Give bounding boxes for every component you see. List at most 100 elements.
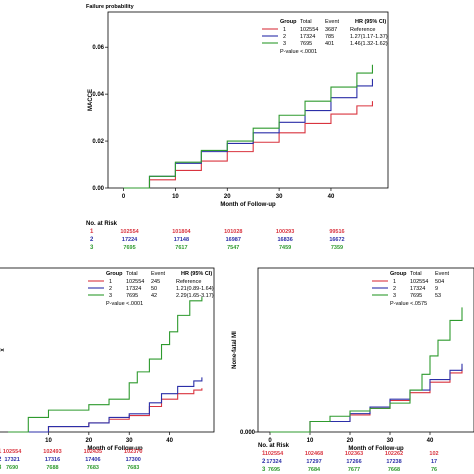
at-risk-count: 7695 xyxy=(268,467,280,473)
legend-cell: 1 xyxy=(109,279,112,285)
p-value-label: P-value <.0001 xyxy=(280,49,317,55)
at-risk-count: 17316 xyxy=(45,457,60,463)
y-axis-label: x xyxy=(0,348,6,352)
at-risk-count: 102370 xyxy=(124,449,142,455)
x-axis-label: Month of Follow-up xyxy=(87,446,143,452)
y-tick-label: 0.02 xyxy=(92,139,104,145)
y-tick-label: 0.06 xyxy=(92,45,104,51)
at-risk-title: No. at Risk xyxy=(86,221,118,227)
legend-header: Group xyxy=(390,271,407,277)
legend-cell: 2 xyxy=(283,34,286,40)
legend-cell: 785 xyxy=(325,34,334,40)
y-tick-label: 0.00 xyxy=(92,186,104,192)
legend-header: HR (95% CI) xyxy=(181,271,212,277)
legend-header: Group xyxy=(280,19,297,25)
legend-cell: Reference xyxy=(176,279,201,285)
x-tick-label: 10 xyxy=(45,438,52,444)
at-risk-count: 7683 xyxy=(127,465,139,471)
legend-cell: 3 xyxy=(109,293,112,299)
series-line-group-1 xyxy=(270,367,463,433)
at-risk-count: 101028 xyxy=(224,229,242,235)
x-tick-label: 10 xyxy=(307,438,314,444)
p-value-label: P-value <.0575 xyxy=(390,301,427,307)
legend-cell: 42 xyxy=(151,293,157,299)
legend-cell: 17324 xyxy=(300,34,315,40)
plot-frame xyxy=(0,267,215,433)
plot-frame xyxy=(107,11,389,189)
x-tick-label: 0 xyxy=(268,438,272,444)
at-risk-count: 17324 xyxy=(266,459,282,465)
at-risk-count: 7668 xyxy=(388,467,400,473)
at-risk-count: 102554 xyxy=(3,449,22,455)
at-risk-count: 76 xyxy=(431,467,437,473)
at-risk-count: 17300 xyxy=(126,457,141,463)
legend-cell: 9 xyxy=(435,286,438,292)
legend-cell: 102554 xyxy=(410,279,428,285)
x-tick-label: 40 xyxy=(427,438,434,444)
y-tick-label: 0.04 xyxy=(92,92,104,98)
x-tick-label: 30 xyxy=(126,438,133,444)
series-line-group-1 xyxy=(8,388,203,433)
legend-cell: 3 xyxy=(393,293,396,299)
legend-cell: 50 xyxy=(151,286,157,292)
at-risk-count: 17224 xyxy=(122,237,138,243)
at-risk-group-label: 2 xyxy=(0,457,2,463)
nonfatal-mi-panel: None-fatal MI 0.000 0 10 20 30 40 Month of Foll… xyxy=(232,267,474,473)
series-line-group-3 xyxy=(270,307,463,433)
at-risk-group-label: 2 xyxy=(90,237,94,243)
legend-cell: 1.46(1.32-1.62) xyxy=(350,41,388,47)
legend-cell: 2.29(1.65-3.17) xyxy=(176,293,214,299)
x-tick-label: 0 xyxy=(122,194,126,200)
legend-header: Total xyxy=(300,19,312,25)
at-risk-count: 17297 xyxy=(306,459,321,465)
legend-cell: 7695 xyxy=(126,293,138,299)
x-axis-label: Month of Follow-up xyxy=(220,202,276,208)
x-tick-label: 30 xyxy=(387,438,394,444)
legend-cell: 2 xyxy=(109,286,112,292)
legend-cell: 17324 xyxy=(126,286,141,292)
at-risk-count: 102554 xyxy=(120,229,139,235)
at-risk-count: 16836 xyxy=(277,237,292,243)
at-risk-count: 102363 xyxy=(345,451,363,457)
legend-cell: 504 xyxy=(435,279,444,285)
at-risk-count: 7547 xyxy=(227,245,239,251)
legend-header: Group xyxy=(106,271,123,277)
bottom-left-panel: x 10 20 30 40 Month of Follow-up Group Total Eve… xyxy=(0,267,215,471)
at-risk-count: 16672 xyxy=(329,237,344,243)
chart-title: Failure probability xyxy=(86,4,135,10)
at-risk-count: 7695 xyxy=(123,245,135,251)
x-tick-label: 20 xyxy=(86,438,93,444)
legend-cell: 1 xyxy=(393,279,396,285)
legend-cell: 53 xyxy=(435,293,441,299)
at-risk-count: 17238 xyxy=(386,459,401,465)
at-risk-count: 7617 xyxy=(175,245,187,251)
legend-cell: 17324 xyxy=(410,286,425,292)
legend-cell: 102554 xyxy=(300,27,318,33)
at-risk-count: 102262 xyxy=(385,451,403,457)
at-risk-count: 7359 xyxy=(331,245,343,251)
legend-cell: 1.21(0.89-1.64) xyxy=(176,286,214,292)
macce-panel: Failure probability MACCE 0.00 0.02 0.04 0.06… xyxy=(86,4,389,251)
legend-cell: 7695 xyxy=(300,41,312,47)
at-risk-group-label: 1 xyxy=(90,229,94,235)
at-risk-count: 102554 xyxy=(265,451,284,457)
plot-frame xyxy=(257,267,474,433)
at-risk-count: 7688 xyxy=(46,465,58,471)
at-risk-group-label: 2 xyxy=(262,459,266,465)
series-line-group-1 xyxy=(123,101,373,189)
at-risk-count: 16987 xyxy=(226,237,241,243)
at-risk-group-label: 3 xyxy=(0,465,2,471)
at-risk-group-label: 1 xyxy=(0,449,2,455)
legend-cell: 1.27(1.17-1.37) xyxy=(350,34,388,40)
series-line-group-2 xyxy=(123,78,373,189)
at-risk-count: 102468 xyxy=(305,451,323,457)
at-risk-count: 101804 xyxy=(172,229,191,235)
p-value-label: P-value <.0001 xyxy=(106,301,143,307)
at-risk-count: 17406 xyxy=(85,457,100,463)
at-risk-count: 102 xyxy=(429,451,438,457)
legend-cell: 3687 xyxy=(325,27,337,33)
legend-header: Event xyxy=(151,271,166,277)
x-tick-label: 30 xyxy=(276,194,283,200)
legend-header: Total xyxy=(410,271,422,277)
